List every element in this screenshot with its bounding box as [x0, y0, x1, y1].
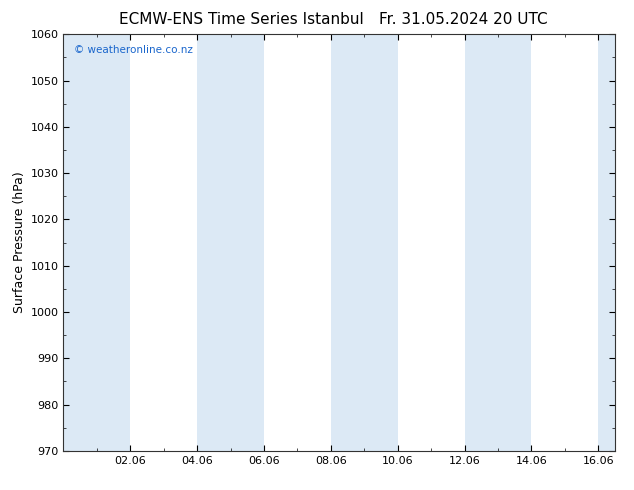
Bar	[63, 34, 130, 451]
Y-axis label: Surface Pressure (hPa): Surface Pressure (hPa)	[13, 172, 26, 314]
Bar	[331, 34, 398, 451]
Text: © weatheronline.co.nz: © weatheronline.co.nz	[74, 45, 193, 55]
Bar	[465, 34, 531, 451]
Text: ECMW-ENS Time Series Istanbul: ECMW-ENS Time Series Istanbul	[119, 12, 363, 27]
Text: Fr. 31.05.2024 20 UTC: Fr. 31.05.2024 20 UTC	[378, 12, 547, 27]
Bar	[598, 34, 615, 451]
Bar	[197, 34, 264, 451]
